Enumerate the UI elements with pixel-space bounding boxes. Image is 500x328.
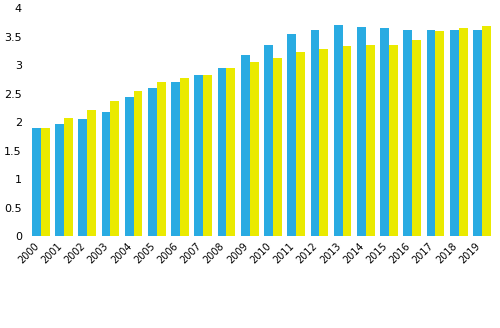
Bar <box>204 75 212 236</box>
Bar <box>334 25 342 236</box>
Bar <box>226 68 235 236</box>
Bar <box>458 28 468 236</box>
Bar <box>241 55 250 236</box>
Bar <box>342 46 351 236</box>
Bar <box>320 49 328 236</box>
Bar <box>171 82 180 236</box>
Bar <box>157 82 166 236</box>
Bar <box>482 27 490 236</box>
Bar <box>218 68 226 236</box>
Bar <box>87 110 96 236</box>
Bar <box>273 58 281 236</box>
Bar <box>125 96 134 236</box>
Bar <box>64 118 73 236</box>
Bar <box>180 78 189 236</box>
Bar <box>264 45 273 236</box>
Bar <box>194 75 203 236</box>
Bar <box>250 62 258 236</box>
Bar <box>380 28 389 236</box>
Bar <box>78 119 87 236</box>
Bar <box>426 30 436 236</box>
Bar <box>412 39 421 236</box>
Bar <box>310 30 320 236</box>
Bar <box>389 45 398 236</box>
Bar <box>436 31 444 236</box>
Bar <box>110 100 119 236</box>
Bar <box>102 113 110 236</box>
Bar <box>357 27 366 236</box>
Bar <box>366 45 374 236</box>
Bar <box>32 128 40 236</box>
Bar <box>473 30 482 236</box>
Bar <box>134 91 142 236</box>
Bar <box>450 30 458 236</box>
Bar <box>288 34 296 236</box>
Bar <box>296 52 305 236</box>
Bar <box>404 30 412 236</box>
Bar <box>40 128 50 236</box>
Bar <box>148 88 157 236</box>
Bar <box>55 124 64 236</box>
